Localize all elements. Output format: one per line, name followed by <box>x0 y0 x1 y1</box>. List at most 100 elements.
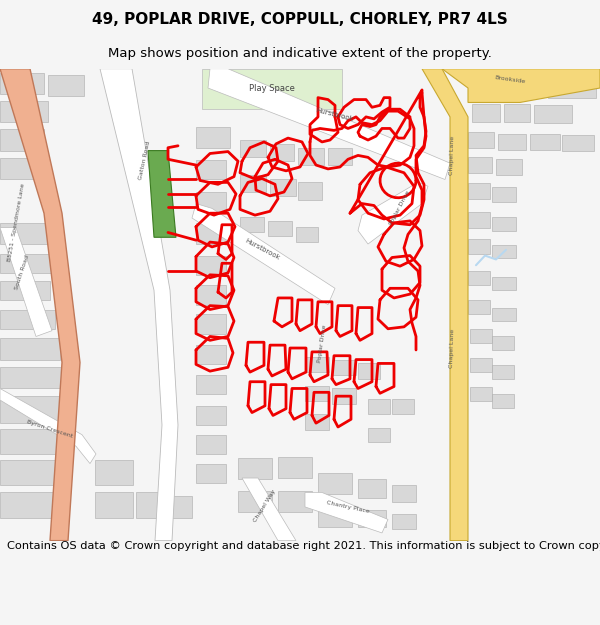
Bar <box>368 399 390 414</box>
Bar <box>48 74 84 96</box>
Bar <box>328 148 352 165</box>
Bar <box>0 429 64 454</box>
Polygon shape <box>0 228 52 336</box>
Text: Contains OS data © Crown copyright and database right 2021. This information is : Contains OS data © Crown copyright and d… <box>7 541 600 551</box>
Bar <box>332 359 356 375</box>
Bar <box>298 182 322 200</box>
Bar <box>0 309 55 329</box>
Polygon shape <box>0 389 96 464</box>
Polygon shape <box>208 69 450 179</box>
Bar <box>392 514 416 529</box>
Bar <box>496 159 522 174</box>
Bar <box>296 227 318 242</box>
Bar <box>0 281 50 300</box>
Bar <box>196 160 226 179</box>
Bar <box>196 256 226 275</box>
Bar <box>240 174 266 192</box>
Text: Chapel Lane: Chapel Lane <box>449 136 455 175</box>
Bar <box>492 277 516 290</box>
Bar <box>492 336 514 350</box>
Bar <box>240 140 266 158</box>
Bar <box>498 134 526 149</box>
Bar <box>470 329 492 343</box>
Text: Hurstbrook: Hurstbrook <box>316 107 355 122</box>
Bar <box>305 386 329 401</box>
Bar <box>562 135 594 151</box>
Bar <box>196 406 226 425</box>
Bar <box>468 132 494 148</box>
Bar <box>358 363 380 379</box>
Polygon shape <box>442 69 600 102</box>
Polygon shape <box>242 478 296 541</box>
Bar <box>278 491 312 512</box>
Polygon shape <box>0 69 80 541</box>
Bar <box>470 386 492 401</box>
Bar <box>492 308 516 321</box>
Text: Chantry Place: Chantry Place <box>326 500 370 514</box>
Text: Byron Crescent: Byron Crescent <box>26 419 74 439</box>
Bar <box>0 254 55 273</box>
Bar <box>305 414 329 430</box>
Bar <box>270 179 296 196</box>
Text: Play Space: Play Space <box>249 84 295 92</box>
Bar <box>196 435 226 454</box>
Polygon shape <box>305 492 388 533</box>
Text: Map shows position and indicative extent of the property.: Map shows position and indicative extent… <box>108 47 492 60</box>
Polygon shape <box>100 69 178 541</box>
Bar <box>196 286 226 304</box>
Bar <box>0 396 68 423</box>
Text: Poplar Drive: Poplar Drive <box>317 324 327 362</box>
Text: Poplar Drive: Poplar Drive <box>389 189 411 226</box>
Bar <box>240 217 264 232</box>
Bar <box>238 491 272 512</box>
Bar <box>196 345 226 364</box>
Text: Brookside: Brookside <box>494 75 526 84</box>
Bar <box>468 183 490 199</box>
Bar <box>512 76 544 94</box>
Bar <box>358 510 386 527</box>
Bar <box>0 129 44 151</box>
Bar <box>270 144 294 161</box>
Bar <box>196 192 226 211</box>
Bar <box>472 104 500 122</box>
Bar <box>0 72 44 94</box>
Bar <box>0 368 65 389</box>
Bar <box>530 134 560 149</box>
Bar <box>0 492 64 518</box>
Bar <box>0 158 48 179</box>
Bar <box>392 399 414 414</box>
Bar <box>196 126 230 148</box>
Text: 49, POPLAR DRIVE, COPPULL, CHORLEY, PR7 4LS: 49, POPLAR DRIVE, COPPULL, CHORLEY, PR7 … <box>92 12 508 27</box>
Bar <box>278 457 312 478</box>
Text: South Road: South Road <box>14 255 30 291</box>
Bar <box>492 217 516 231</box>
Text: Chapel Way: Chapel Way <box>253 489 277 523</box>
Bar <box>196 375 226 394</box>
Bar <box>358 479 386 498</box>
Bar <box>548 74 596 98</box>
Bar <box>238 458 272 479</box>
Text: Hurstbrook: Hurstbrook <box>244 238 281 261</box>
Bar <box>468 300 490 314</box>
Bar <box>468 271 490 286</box>
Bar <box>305 357 329 372</box>
Bar <box>318 508 352 527</box>
Bar <box>534 106 572 122</box>
Bar <box>468 239 490 254</box>
Bar <box>95 460 133 485</box>
Bar <box>492 366 514 379</box>
Text: B5251 - Spendmore Lane: B5251 - Spendmore Lane <box>7 183 25 262</box>
Text: Chapel Lane: Chapel Lane <box>449 328 455 367</box>
Bar <box>196 464 226 483</box>
Bar <box>268 221 292 236</box>
Bar <box>298 148 324 165</box>
Bar <box>492 188 516 202</box>
Bar <box>168 496 192 518</box>
Bar <box>136 492 164 518</box>
Bar <box>492 394 514 408</box>
Polygon shape <box>202 69 342 109</box>
Polygon shape <box>422 69 468 541</box>
Bar <box>318 473 352 494</box>
Text: Gatton Road: Gatton Road <box>139 141 152 180</box>
Bar <box>196 314 226 334</box>
